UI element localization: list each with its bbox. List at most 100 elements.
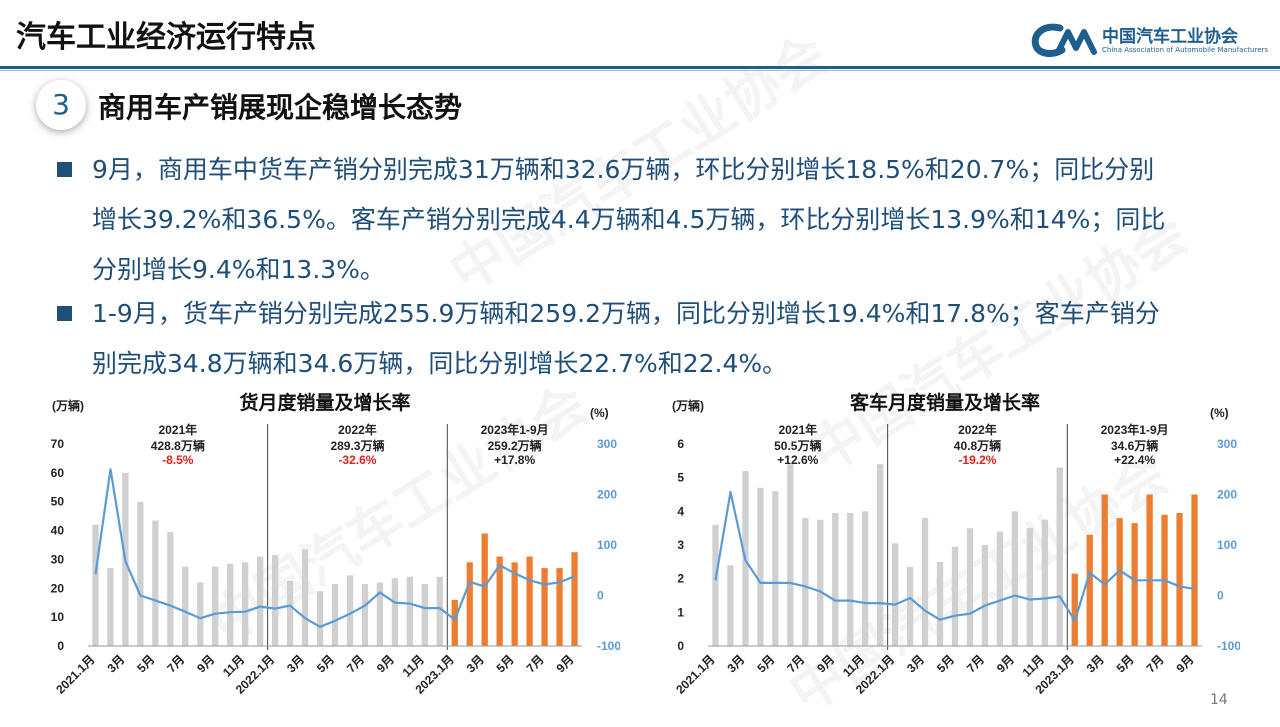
period-change-label: -8.5% — [162, 453, 194, 467]
left-tick-label: 0 — [677, 639, 684, 653]
right-tick-label: 200 — [597, 488, 617, 502]
logo-en-text: China Association of Automobile Manufact… — [1102, 46, 1269, 54]
growth-line — [714, 490, 1195, 622]
sales-bar — [966, 528, 974, 646]
x-tick-label: 5月 — [934, 652, 957, 675]
bullet-line: 分别增长9.4%和13.3%。 — [92, 255, 385, 284]
sales-bar — [1101, 494, 1108, 646]
bullet-marker — [57, 306, 72, 321]
sales-bar — [167, 532, 174, 646]
sales-bar — [921, 518, 929, 646]
sales-bar — [421, 583, 428, 646]
x-tick-label: 7月 — [1144, 652, 1167, 675]
right-tick-label: 100 — [597, 538, 617, 552]
right-axis-unit: (%) — [1210, 406, 1229, 420]
sales-bar — [996, 531, 1004, 646]
sales-bar — [286, 581, 294, 646]
period-year-label: 2021年 — [158, 422, 197, 437]
sales-bar — [316, 591, 324, 646]
right-tick-label: 200 — [1217, 488, 1237, 502]
x-tick-label: 2021.1月 — [53, 652, 97, 696]
x-tick-label: 7月 — [524, 652, 547, 675]
sales-bar — [787, 464, 794, 646]
x-tick-label: 5月 — [754, 652, 777, 675]
sales-bar — [1086, 534, 1093, 646]
truck-chart: 货月度销量及增长率 (万辆) (%) 0 10 20 30 40 50 60 70 -100 0 100… — [30, 384, 622, 714]
sales-bar — [1026, 528, 1033, 646]
right-tick-label: -100 — [1217, 639, 1240, 653]
page-title: 汽车工业经济运行特点 — [16, 20, 316, 55]
sales-bar — [877, 464, 884, 646]
sales-bar — [376, 582, 384, 646]
sales-bar — [757, 487, 764, 646]
x-tick-label: 7月 — [164, 652, 187, 675]
sales-bar — [227, 563, 234, 646]
bus-chart-svg: (万辆) (%)0123456-10001002003002021年50.5万辆+… — [672, 398, 1241, 697]
sales-bar — [1191, 494, 1198, 646]
sales-bar — [906, 566, 914, 646]
bullet-paragraph: 1-9月，货车产销分别完成255.9万辆和259.2万辆，同比分别增长19.4%… — [92, 289, 1242, 389]
right-tick-label: 300 — [1217, 437, 1237, 451]
sales-bar — [242, 562, 249, 646]
chart-title: 客车月度销量及增长率 — [849, 392, 1040, 414]
x-tick-label: 7月 — [344, 652, 367, 675]
sales-bar — [331, 583, 339, 646]
sales-bar — [481, 533, 488, 646]
sales-bar — [1146, 494, 1153, 646]
sales-bar — [257, 556, 264, 646]
sales-bar — [541, 568, 548, 646]
x-tick-label: 3月 — [464, 652, 487, 675]
sales-bar — [301, 549, 309, 646]
sales-bar — [817, 519, 824, 646]
left-tick-label: 30 — [51, 552, 65, 566]
left-tick-label: 60 — [51, 466, 65, 480]
bullet-line: 1-9月，货车产销分别完成255.9万辆和259.2万辆，同比分别增长19.4%… — [92, 299, 1160, 328]
period-year-label: 2021年 — [778, 422, 817, 437]
left-tick-label: 70 — [51, 437, 65, 451]
left-tick-label: 5 — [677, 471, 684, 485]
truck-chart-svg: (万辆) (%) 0 10 20 30 40 50 60 70 -100 0 100 200 300 2021… — [51, 398, 622, 697]
sales-bar — [92, 524, 99, 646]
sales-bar — [361, 583, 369, 646]
sales-bar — [182, 566, 189, 646]
x-tick-label: 9月 — [554, 652, 577, 675]
left-tick-label: 2 — [677, 572, 684, 586]
period-change-label: -32.6% — [338, 453, 376, 467]
sales-bar — [556, 568, 563, 646]
x-tick-label: 3月 — [104, 652, 127, 675]
caam-logo: 中国汽车工业协会 China Association of Automobile… — [1030, 18, 1270, 62]
x-tick-label: 5月 — [494, 652, 517, 675]
bullet-line: 增长39.2%和36.5%。客车产销分别完成4.4万辆和4.5万辆，环比分别增长… — [92, 205, 1166, 234]
period-change-label: +12.6% — [777, 453, 818, 467]
right-tick-label: 0 — [1217, 589, 1224, 603]
x-tick-label: 3月 — [724, 652, 747, 675]
period-total-label: 428.8万辆 — [151, 438, 205, 453]
left-axis-unit: (万辆) — [672, 398, 704, 413]
period-total-label: 34.6万辆 — [1111, 438, 1158, 453]
caam-logo-icon — [1031, 23, 1097, 57]
x-tick-label: 9月 — [814, 652, 837, 675]
period-change-label: +17.8% — [494, 453, 535, 467]
sales-bar — [1071, 573, 1078, 646]
sales-bar — [271, 555, 279, 646]
growth-line — [94, 468, 575, 628]
x-tick-label: 5月 — [1114, 652, 1137, 675]
sales-bar — [436, 576, 443, 646]
page-number: 14 — [1210, 692, 1228, 708]
x-tick-label: 9月 — [994, 652, 1017, 675]
x-tick-label: 7月 — [784, 652, 807, 675]
sales-bar — [712, 524, 719, 646]
bullet-marker — [57, 162, 72, 177]
sales-bar — [511, 562, 518, 646]
sales-bar — [406, 576, 413, 646]
left-tick-label: 4 — [677, 504, 684, 518]
x-tick-label: 9月 — [194, 652, 217, 675]
sales-bar — [727, 565, 734, 646]
sales-bar — [107, 568, 114, 646]
header-divider-thin — [0, 70, 1280, 71]
section-title: 商用车产销展现企稳增长态势 — [98, 91, 463, 124]
period-total-label: 289.3万辆 — [330, 438, 384, 453]
sales-bar — [391, 578, 399, 646]
sales-bar — [847, 513, 854, 646]
x-tick-label: 9月 — [374, 652, 397, 675]
